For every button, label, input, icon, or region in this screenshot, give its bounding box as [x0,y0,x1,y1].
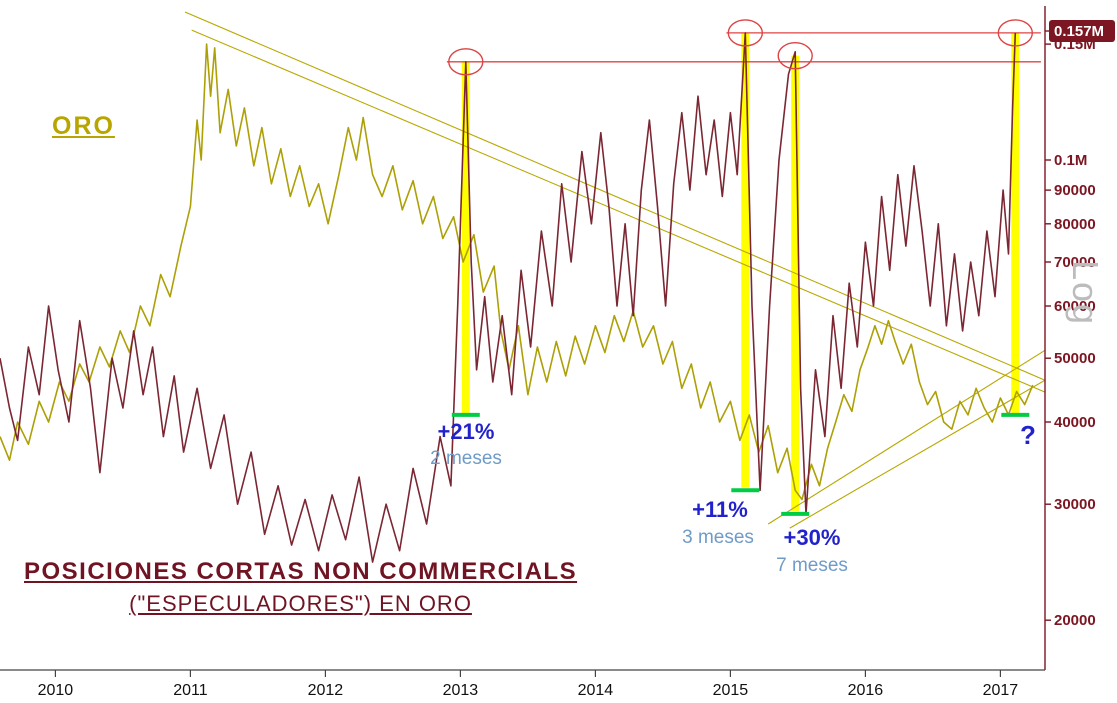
x-tick-label: 2015 [713,682,749,699]
annotation-2015a-duration: 3 meses [682,527,754,548]
annotation-2013-duration: 2 meses [430,448,502,469]
peak-circle [448,48,484,76]
peak-circle [777,42,813,70]
y-tick-label: 40000 [1054,414,1096,431]
trend-line [767,349,1046,525]
y-tick-label: 50000 [1054,350,1096,367]
x-tick-label: 2017 [983,682,1019,699]
trend-line [191,29,1046,393]
spike-highlight-bar [461,61,470,416]
annotation-2015b-pct: +30% [783,525,841,550]
y-tick-label: 0.1M [1054,152,1087,169]
y-tick-label: 0.15M [1054,36,1096,53]
y-tick-label: 20000 [1054,612,1096,629]
annotation-2013-pct: +21% [437,419,495,444]
y-tick-label: 30000 [1054,496,1096,513]
x-tick-label: 2014 [578,682,614,699]
spike-highlight-bar [1011,32,1020,416]
chart-title-line1: POSICIONES CORTAS NON COMMERCIALS [24,558,578,585]
peak-circle [727,19,763,47]
last-price-badge [1049,20,1115,42]
chart-title-line2: ("ESPECULADORES") EN ORO [129,591,472,616]
annotation-2015b-duration: 7 meses [776,555,848,576]
x-tick-label: 2012 [308,682,344,699]
annotation-2017-question-mark: ? [1020,420,1036,450]
x-tick-label: 2011 [173,682,208,699]
series-posiciones-cortas [0,32,1017,563]
x-tick-label: 2013 [443,682,479,699]
spike-highlight-bar [741,32,750,488]
x-tick-label: 2016 [848,682,884,699]
annotation-2015a-pct: +11% [692,497,748,522]
y-tick-label: 80000 [1054,216,1096,233]
x-tick-label: 2010 [38,682,74,699]
y-tick-label: 70000 [1054,254,1096,271]
peak-circle [997,19,1033,47]
trend-line [789,379,1046,529]
last-price-label: 0.157M [1054,23,1104,40]
trend-line [184,11,1046,381]
spike-highlight-bar [791,55,800,511]
oro-series-label: ORO [52,112,115,140]
chart-title-block: POSICIONES CORTAS NON COMMERCIALS ("ESPE… [24,558,577,617]
y-tick-label: 90000 [1054,182,1096,199]
log-scale-label: Log [1065,260,1106,327]
y-tick-label: 60000 [1054,298,1096,315]
series-oro [0,43,1034,501]
